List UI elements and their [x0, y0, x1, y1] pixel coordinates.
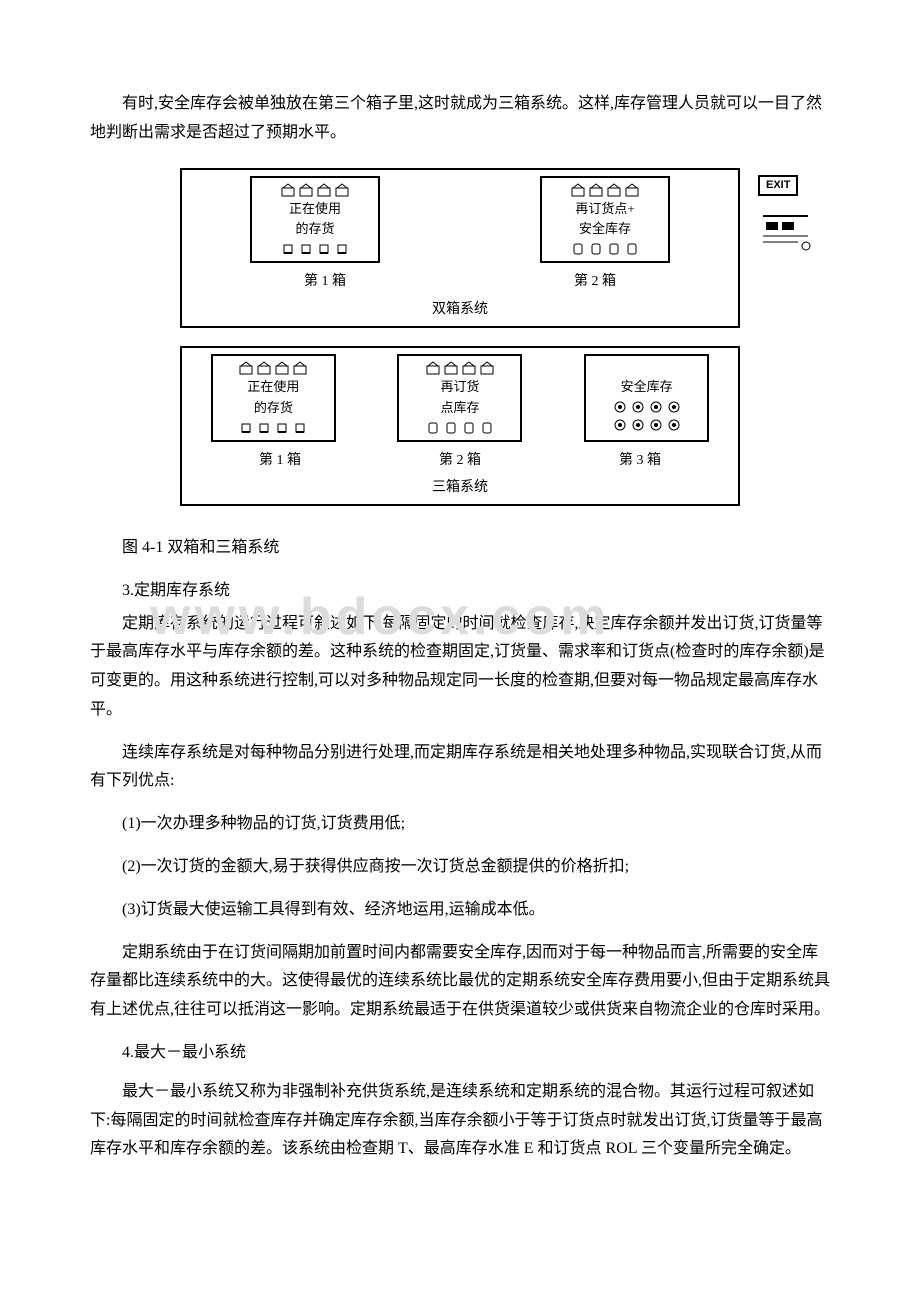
box3-2-text-line2: 点库存 — [440, 400, 479, 417]
section4-title: 4.最大－最小系统 — [90, 1039, 830, 1068]
package-icon — [275, 361, 289, 375]
package-icon — [426, 361, 440, 375]
box2-text-line1: 再订货点+ — [575, 201, 634, 218]
box3-2-text-line1: 再订货 — [440, 379, 479, 396]
box3-3-text-line1: 安全库存 — [621, 379, 673, 396]
section3-p3: 定期系统由于在订货间隔期加前置时间内都需要安全库存,因而对于每一种物品而言,所需… — [90, 939, 830, 1025]
gear-icon — [667, 400, 681, 414]
can-icon — [607, 242, 621, 256]
box3-1-bottom-icons — [239, 421, 307, 435]
side-decoration-icon — [758, 208, 818, 258]
figure-caption: 图 4-1 双箱和三箱系统 — [90, 534, 830, 563]
section3-title: 3.定期库存系统 — [90, 577, 830, 606]
package-icon — [299, 183, 313, 197]
package-icon — [589, 183, 603, 197]
three-box-title: 三箱系统 — [190, 475, 730, 500]
two-box-diagram-container: 正在使用 的存货 — [90, 168, 830, 328]
three-box-diagram: 正在使用 的存货 再订货 点库存 — [180, 346, 740, 506]
gear-icon — [649, 418, 663, 432]
two-box-title: 双箱系统 — [190, 297, 730, 322]
package-icon — [462, 361, 476, 375]
bullet-2: (2)一次订货的金额大,易于获得供应商按一次订货总金额提供的价格折扣; — [90, 853, 830, 882]
three-box-box3: 安全库存 — [584, 354, 709, 442]
can-icon — [480, 421, 494, 435]
two-box-label2: 第 2 箱 — [574, 269, 616, 294]
bullet-3: (3)订货最大使运输工具得到有效、经济地运用,运输成本低。 — [90, 896, 830, 925]
three-box-label1: 第 1 箱 — [259, 448, 301, 473]
box3-1-text-line1: 正在使用 — [247, 379, 299, 396]
box2-text-line2: 安全库存 — [579, 221, 631, 238]
intro-paragraph: 有时,安全库存会被单独放在第三个箱子里,这时就成为三箱系统。这样,库存管理人员就… — [90, 90, 830, 148]
three-box-box1: 正在使用 的存货 — [211, 354, 336, 442]
two-box-label1: 第 1 箱 — [304, 269, 346, 294]
package-icon — [607, 183, 621, 197]
gear-icon — [667, 418, 681, 432]
package-icon — [293, 361, 307, 375]
bullet-1: (1)一次办理多种物品的订货,订货费用低; — [90, 810, 830, 839]
box2-top-icons — [571, 183, 639, 197]
cup-icon — [299, 242, 313, 256]
exit-label: EXIT — [758, 175, 798, 196]
section3-p1: 定期库存系统的运行过程可叙述如下:每隔固定的时间就检查库存,决定库存余额并发出订… — [90, 610, 830, 725]
cup-icon — [293, 421, 307, 435]
gear-icon — [613, 400, 627, 414]
box1-bottom-icons — [281, 242, 349, 256]
three-box-box2: 再订货 点库存 — [397, 354, 522, 442]
cup-icon — [335, 242, 349, 256]
can-icon — [444, 421, 458, 435]
box3-1-text-line2: 的存货 — [254, 400, 293, 417]
can-icon — [571, 242, 585, 256]
cup-icon — [239, 421, 253, 435]
can-icon — [426, 421, 440, 435]
cup-icon — [317, 242, 331, 256]
package-icon — [444, 361, 458, 375]
package-icon — [317, 183, 331, 197]
box3-2-top-icons — [426, 361, 494, 375]
box1-top-icons — [281, 183, 349, 197]
box3-3-bottom-icons — [613, 400, 681, 414]
package-icon — [239, 361, 253, 375]
cup-icon — [281, 242, 295, 256]
cup-icon — [257, 421, 271, 435]
two-box-box2: 再订货点+ 安全库存 — [540, 176, 670, 264]
can-icon — [625, 242, 639, 256]
can-icon — [462, 421, 476, 435]
box3-2-bottom-icons — [426, 421, 494, 435]
gear-icon — [649, 400, 663, 414]
package-icon — [625, 183, 639, 197]
package-icon — [571, 183, 585, 197]
box1-text-line1: 正在使用 — [289, 201, 341, 218]
package-icon — [335, 183, 349, 197]
package-icon — [257, 361, 271, 375]
cup-icon — [275, 421, 289, 435]
gear-icon — [631, 418, 645, 432]
box2-bottom-icons — [571, 242, 639, 256]
box3-3-bottom-icons-2 — [613, 418, 681, 432]
package-icon — [281, 183, 295, 197]
two-box-box1: 正在使用 的存货 — [250, 176, 380, 264]
box3-1-top-icons — [239, 361, 307, 375]
gear-icon — [631, 400, 645, 414]
side-artifact: EXIT — [758, 175, 848, 262]
three-box-label2: 第 2 箱 — [439, 448, 481, 473]
box1-text-line2: 的存货 — [295, 221, 334, 238]
section3-p2: 连续库存系统是对每种物品分别进行处理,而定期库存系统是相关地处理多种物品,实现联… — [90, 739, 830, 797]
section4-p1: 最大－最小系统又称为非强制补充供货系统,是连续系统和定期系统的混合物。其运行过程… — [90, 1078, 830, 1164]
two-box-diagram: 正在使用 的存货 — [180, 168, 740, 328]
can-icon — [589, 242, 603, 256]
gear-icon — [613, 418, 627, 432]
package-icon — [480, 361, 494, 375]
three-box-label3: 第 3 箱 — [619, 448, 661, 473]
